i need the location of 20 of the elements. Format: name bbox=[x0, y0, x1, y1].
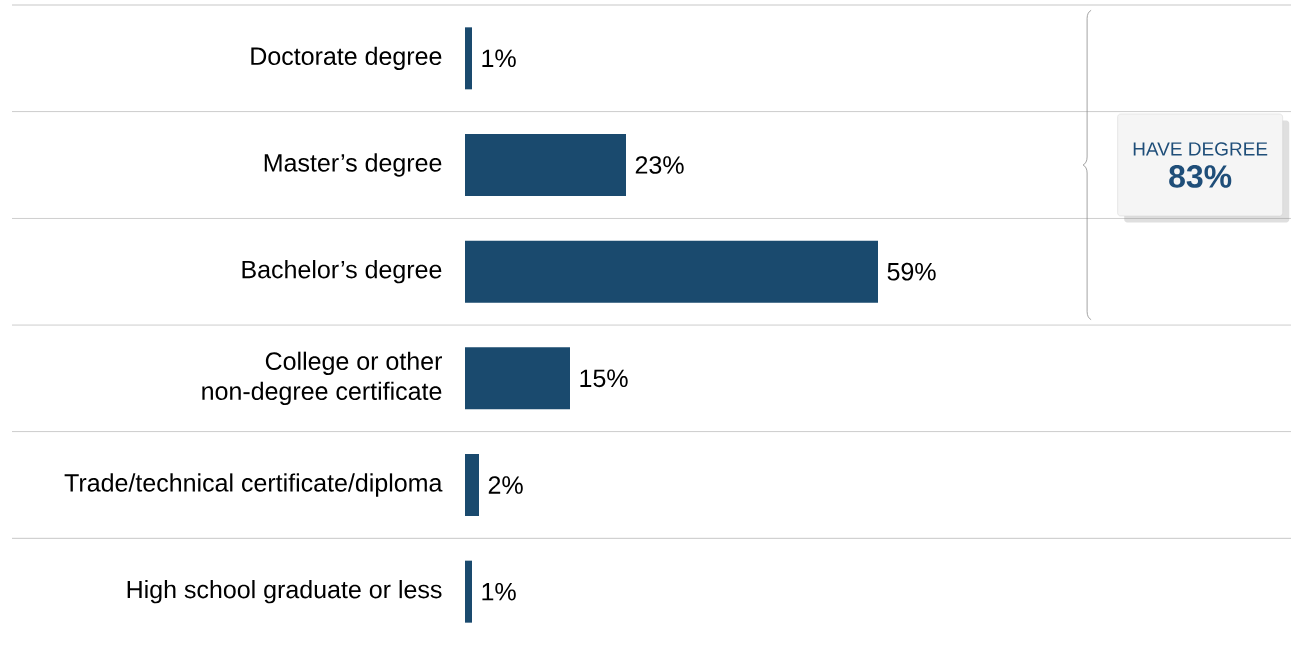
bar bbox=[465, 134, 626, 196]
bar bbox=[465, 453, 479, 516]
y-tick-label: Master’s degree bbox=[264, 153, 442, 177]
data-label: 15% bbox=[580, 369, 628, 388]
data-label: 59% bbox=[887, 262, 936, 281]
bar bbox=[465, 560, 472, 623]
y-tick-label: Bachelor’s degree bbox=[242, 260, 442, 284]
y-tick-label: College or other non-degree certificate bbox=[202, 351, 442, 405]
data-label: 2% bbox=[488, 476, 523, 494]
y-tick-label: Doctorate degree bbox=[251, 46, 442, 70]
bar bbox=[465, 27, 472, 90]
bar bbox=[465, 240, 878, 303]
data-label: 1% bbox=[482, 582, 516, 601]
text: HAVE DEGREE bbox=[1133, 142, 1268, 156]
data-label: 1% bbox=[482, 49, 516, 68]
data-label: 23% bbox=[635, 156, 684, 174]
text: 83% bbox=[1169, 165, 1232, 188]
bar bbox=[465, 347, 570, 410]
y-tick-label: High school graduate or less bbox=[127, 580, 442, 604]
y-tick-label: Trade/technical certificate/diploma bbox=[64, 473, 443, 497]
